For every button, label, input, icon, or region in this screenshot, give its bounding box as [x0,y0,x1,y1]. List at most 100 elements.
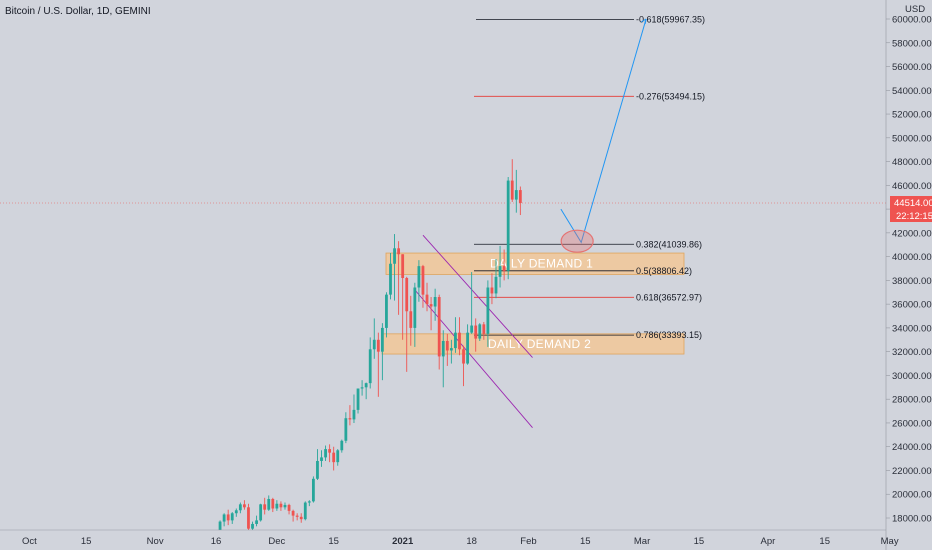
candle [243,500,246,510]
candle-body [437,297,441,357]
candle [454,317,457,353]
price-tick-label: 26000.00 [892,418,932,429]
candle-body [433,297,437,307]
candle-body [218,521,222,536]
candle-body [243,504,246,508]
candle-body [449,348,453,351]
time-tick-label: Dec [268,536,285,547]
candle [474,318,478,352]
candle-body [401,254,405,279]
candle-body [478,324,482,339]
candle [348,405,352,426]
price-axis-background[interactable] [886,0,932,550]
candle-body [356,388,360,410]
candle [352,394,356,423]
candle [255,515,258,527]
candle-body [486,287,490,334]
time-tick-label: 15 [694,536,705,547]
candle [470,272,474,334]
price-tick-label: 18000.00 [892,514,932,525]
time-tick-label: 2021 [392,536,414,547]
time-tick-label: 15 [580,536,591,547]
candle [291,509,295,522]
price-tick-label: 48000.00 [892,157,932,168]
time-tick-label: 15 [328,536,339,547]
last-price-tag-bg [890,196,932,209]
candle [462,345,465,387]
candle [393,234,396,301]
price-tick-label: 34000.00 [892,323,932,334]
candle-body [259,504,263,521]
candle [494,258,498,299]
candle [389,253,392,300]
price-tick-label: 28000.00 [892,395,932,406]
fib-level-label-6: 0.786(33393.15) [636,330,702,340]
candle [332,446,336,471]
candle-body [474,325,478,339]
candle [324,445,327,461]
candle-body [409,311,413,328]
projection-arrowhead [640,18,647,25]
annotations: -0.618(59967.35) -0.276(53494.15) 0.382(41… [560,14,705,340]
candle-body [332,452,336,463]
candle [263,497,267,515]
candle-body [238,504,242,511]
candle [518,186,522,216]
price-tick-label: 42000.00 [892,228,932,239]
candle-body [510,180,514,200]
price-tick-label: 22000.00 [892,466,932,477]
candle-body [429,304,433,307]
candle-body [251,523,254,529]
candle-body [283,504,287,508]
time-tick-label: Nov [147,536,164,547]
candle [380,323,384,381]
candle-body [275,503,279,509]
candle-body [287,504,291,511]
candle-body [311,478,315,502]
time-axis[interactable]: 5Oct15Nov16Dec15202118Feb15Mar15Apr15May… [0,536,932,547]
time-tick-label: Apr [760,536,775,547]
candle [482,321,486,340]
candle-body [364,383,368,388]
candle-body [303,502,307,520]
candle [433,288,437,321]
candle [287,503,291,515]
candle-body [255,520,258,524]
candle [401,254,405,340]
candle [320,450,323,467]
candle-body [462,349,465,364]
chart-title: Bitcoin / U.S. Dollar, 1D, GEMINI [5,6,151,17]
candle [226,509,230,526]
candle-body [291,510,295,516]
candle [429,297,433,331]
candle [328,444,332,463]
time-tick-label: 18 [466,536,477,547]
last-price-value: 44514.00 [894,198,932,209]
candle-body [267,498,271,510]
price-tick-label: 24000.00 [892,442,932,453]
price-tick-label: 30000.00 [892,371,932,382]
candle-body [445,340,449,351]
candle-body [234,510,238,514]
candle [267,495,271,511]
candle-body [360,387,364,389]
candle-body [348,418,352,420]
candle-body [466,332,469,364]
candle-body [417,266,421,288]
candle-body [247,507,250,529]
candle [222,513,226,527]
candle-body [518,190,522,203]
time-tick-label: 15 [819,536,830,547]
fib-level-label-2: -0.276(53494.15) [636,91,705,101]
candle [413,282,417,347]
candle [376,332,380,397]
candle-body [441,340,445,357]
candle-body [230,513,234,521]
candle [417,260,421,302]
candle [364,382,368,400]
candle [458,317,461,356]
candle-body [279,503,283,508]
candle-body [376,339,380,352]
